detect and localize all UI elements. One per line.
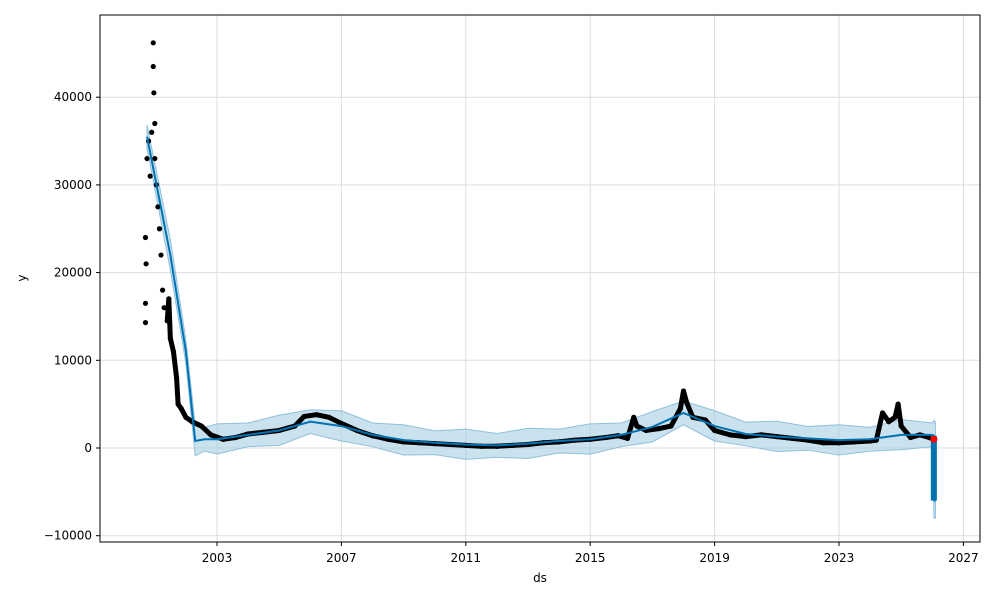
x-axis-label: ds [533,571,547,585]
observed-points [142,40,937,449]
plot-frame [99,14,981,543]
observed-point [301,413,307,420]
observed-point [143,261,149,267]
x-tick-label: 2015 [575,551,606,565]
observed-point [151,90,157,96]
observed-point [907,434,914,441]
observed-point [820,440,827,446]
observed-point [624,435,631,441]
x-axis-ticks: 2003 2007 2011 2015 2019 2023 2027 [202,542,979,565]
observed-point [892,414,898,420]
observed-point [161,305,167,311]
x-tick-label: 2007 [326,551,357,565]
forecast-line [146,136,938,502]
x-tick-label: 2027 [948,551,979,565]
observed-point [173,375,180,381]
forecast-yhat-line [146,136,936,502]
x-tick-label: 2019 [699,551,730,565]
y-axis-ticks: −10000 0 10000 20000 30000 40000 [44,90,100,543]
observed-point [879,410,886,416]
observed-point [178,405,184,412]
observed-point [150,63,156,70]
observed-point [677,405,683,412]
observed-point [142,234,149,241]
observed-point [631,414,637,420]
y-tick-label: 40000 [54,90,92,104]
observed-point [155,204,161,210]
forecast-drop-bar [930,435,937,501]
observed-point [684,399,690,405]
observed-point [313,412,320,418]
observed-point [149,129,155,135]
y-tick-label: 20000 [54,266,92,280]
uncertainty-band [146,124,936,519]
observed-point [668,423,674,429]
observed-point [183,414,189,420]
y-tick-label: −10000 [44,529,92,543]
observed-point [150,40,156,46]
observed-point [142,319,149,326]
gridlines [100,15,980,542]
observed-point [895,401,901,407]
observed-point [158,252,164,258]
observed-point [634,423,640,429]
y-tick-label: 0 [84,441,92,455]
uncertainty-band-area [146,124,936,519]
observed-point [886,419,892,425]
y-tick-label: 10000 [54,353,92,367]
observed-point [164,318,170,324]
y-tick-label: 30000 [54,178,92,192]
observed-point [156,226,163,232]
observed-point [836,440,842,446]
observed-point [159,287,166,293]
observed-point [326,414,332,420]
observed-point [727,432,733,438]
observed-point [712,427,718,434]
observed-point [144,155,150,162]
observed-point [166,296,172,302]
observed-point [142,300,149,306]
observed-point [338,420,344,427]
observed-point [198,423,205,429]
y-axis-label: y [15,274,29,281]
observed-point [170,348,177,355]
observed-point [167,335,173,341]
observed-point [656,426,662,432]
observed-point [175,401,181,407]
x-tick-label: 2011 [451,551,482,565]
x-tick-label: 2023 [824,551,855,565]
observed-point [152,155,158,162]
observed-point [152,120,158,127]
observed-point [898,423,904,429]
observed-point [147,173,153,179]
observed-point [743,433,749,440]
x-tick-label: 2003 [202,551,233,565]
last-observed-point [930,435,938,443]
observed-point [680,388,687,394]
observed-point [208,432,214,438]
